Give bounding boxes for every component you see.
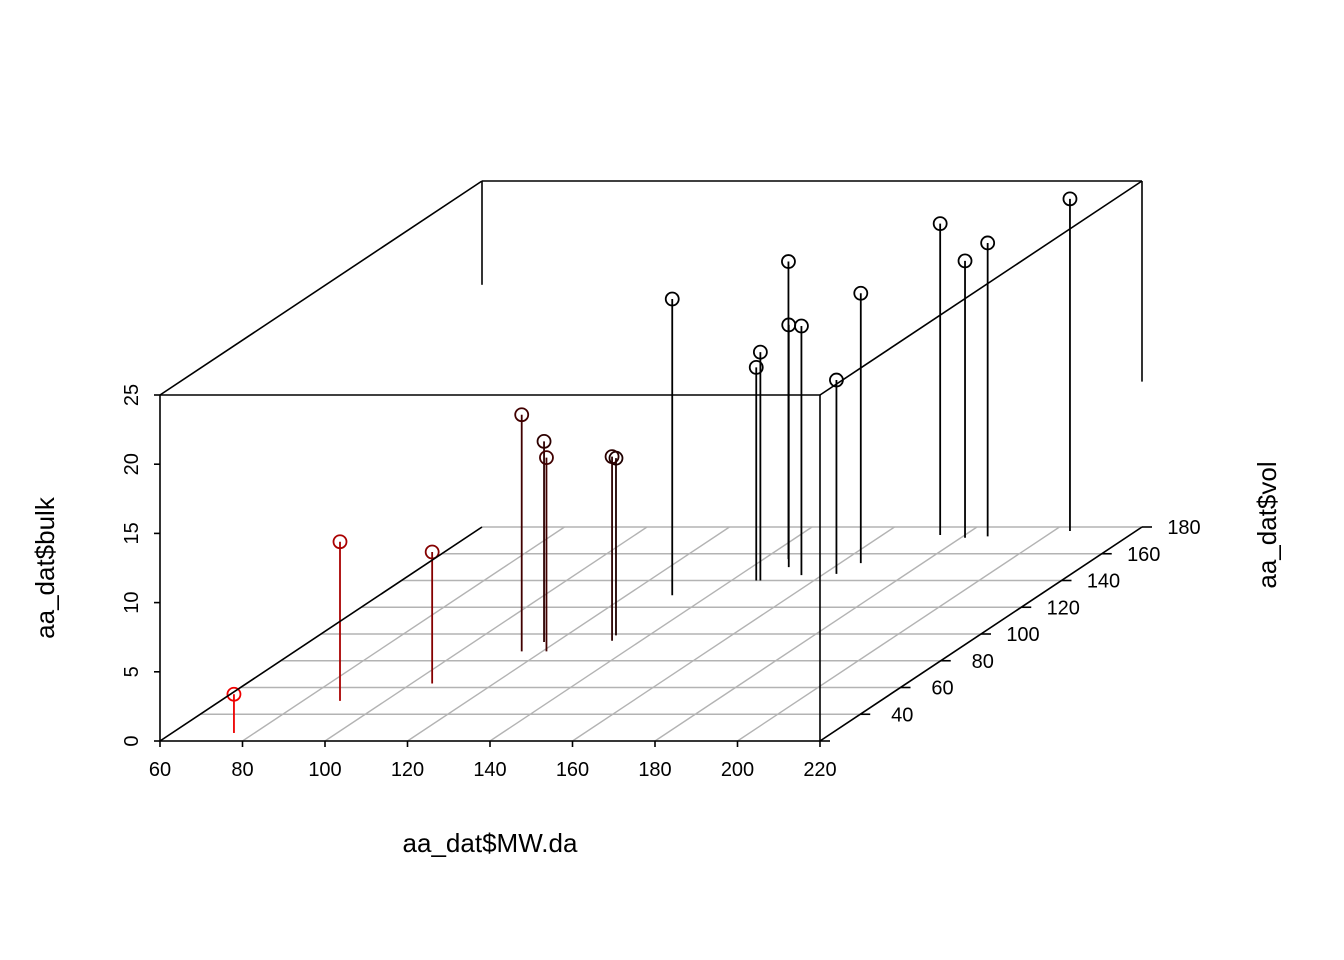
floor-grid	[159, 526, 1143, 742]
x-tick-label: 140	[473, 759, 506, 781]
data-point	[932, 216, 948, 232]
data-point	[539, 450, 554, 466]
data-point	[748, 359, 764, 375]
box-edge-right-top	[819, 180, 1143, 396]
y-tick-label: 160	[1127, 544, 1160, 566]
box-edge-left-top	[159, 180, 483, 396]
y-tick-label: 120	[1047, 597, 1080, 619]
y-tick-label: 140	[1087, 571, 1120, 593]
data-point	[957, 253, 973, 269]
box-edge-floor-left	[159, 526, 483, 742]
data-point	[1062, 191, 1078, 207]
x-tick-label: 160	[556, 759, 589, 781]
x-axis-title: aa_dat$MW.da	[403, 828, 578, 858]
data-point	[853, 285, 869, 301]
y-tick-label: 60	[931, 678, 953, 700]
z-tick-label: 0	[121, 735, 143, 746]
z-tick-label: 15	[121, 522, 143, 544]
x-tick-label: 120	[391, 759, 424, 781]
y-tick-label: 100	[1006, 624, 1039, 646]
data-point	[226, 686, 242, 702]
data-point	[664, 291, 680, 307]
data-point	[829, 372, 844, 388]
z-tick-label: 5	[121, 666, 143, 677]
data-point	[752, 344, 768, 360]
data-points	[226, 191, 1078, 733]
z-axis-title: aa_dat$bulk	[30, 496, 60, 639]
z-tick-label: 20	[121, 453, 143, 475]
x-tick-label: 60	[149, 759, 171, 781]
x-tick-label: 180	[638, 759, 671, 781]
y-axis-title: aa_dat$vol	[1252, 461, 1282, 588]
x-tick-label: 220	[803, 759, 836, 781]
y-tick-label: 180	[1167, 517, 1200, 539]
y-tick-label: 40	[891, 704, 913, 726]
data-point	[536, 433, 552, 449]
box-back-edges	[159, 180, 1143, 396]
x-tick-label: 200	[721, 759, 754, 781]
x-tick-label: 100	[308, 759, 341, 781]
z-tick-label: 10	[121, 591, 143, 613]
data-point	[604, 449, 620, 465]
z-tick-label: 25	[121, 384, 143, 406]
data-point	[514, 407, 530, 423]
data-point	[424, 544, 440, 560]
data-point	[332, 534, 348, 550]
data-point	[794, 318, 809, 334]
x-tick-label: 80	[231, 759, 253, 781]
axes: 60 80 100 120 140 160 180 200 220 0 5 10 15 20 25 40 60 8…	[121, 384, 1201, 781]
data-point	[980, 235, 996, 251]
y-tick-label: 80	[972, 651, 994, 673]
data-point	[781, 254, 796, 269]
